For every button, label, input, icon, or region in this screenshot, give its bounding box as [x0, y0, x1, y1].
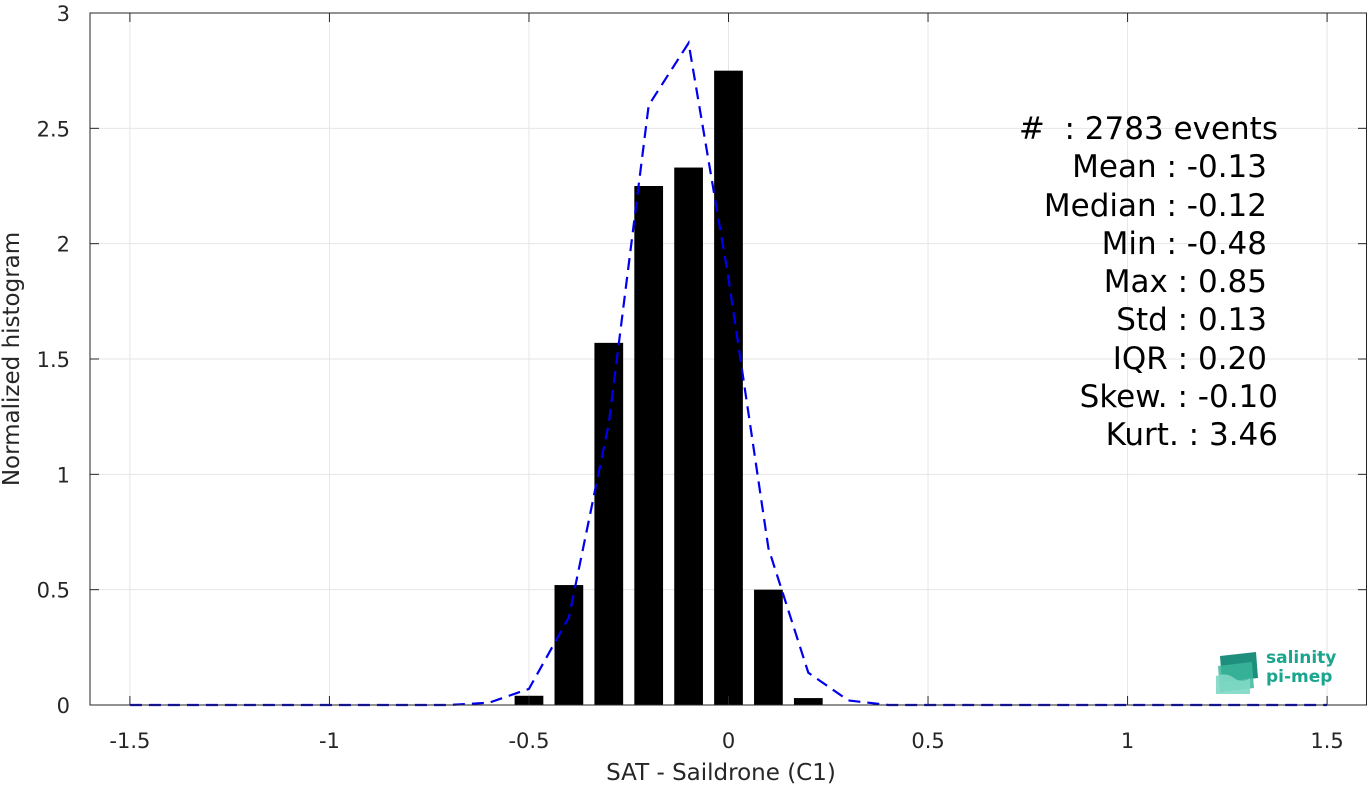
y-tick-label: 1.5	[37, 348, 70, 372]
x-tick-label: -1	[319, 729, 340, 753]
histogram-bar	[793, 698, 823, 705]
logo-line-salinity: salinity	[1266, 648, 1337, 668]
histogram-bar	[714, 70, 743, 705]
y-tick-label: 0	[57, 694, 70, 718]
y-tick-label: 1	[57, 463, 70, 487]
x-tick-label: 0.5	[911, 729, 944, 753]
x-tick-label: 1.5	[1310, 729, 1343, 753]
x-axis-label: SAT - Saildrone (C1)	[606, 760, 836, 785]
statistics-box: # : 2783 events Mean : -0.13 Median : -0…	[930, 110, 1290, 455]
y-tick-label: 2.5	[37, 117, 70, 141]
x-tick-label: 0	[722, 729, 735, 753]
histogram-bar	[554, 585, 584, 705]
logo-line-pimep: pi-mep	[1266, 667, 1333, 687]
y-tick-label: 3	[57, 2, 70, 26]
x-axis-ticks: -1.5 -1 -0.5 0 0.5 1 1.5	[109, 13, 1344, 753]
stat-max: Max : 0.85	[1103, 264, 1267, 301]
wave-logo-icon	[1216, 652, 1258, 694]
stat-count: # : 2783 events	[1018, 111, 1278, 147]
stat-mean: Mean : -0.13	[1072, 149, 1267, 186]
x-tick-label: 1	[1121, 729, 1134, 753]
y-tick-label: 0.5	[37, 579, 70, 603]
stat-min: Min : -0.48	[1101, 225, 1267, 262]
stat-median: Median : -0.12	[1043, 187, 1267, 224]
stat-std: Std : 0.13	[1116, 302, 1267, 339]
x-tick-label: -0.5	[508, 729, 549, 753]
y-axis-ticks: 0 0.5 1 1.5 2 2.5 3	[37, 2, 1367, 718]
y-tick-label: 2	[57, 233, 70, 257]
histogram-bar	[754, 589, 783, 705]
histogram-bars	[514, 70, 823, 706]
y-axis-label: Normalized histogram	[0, 232, 25, 486]
stat-skew: Skew. : -0.10	[1079, 379, 1278, 416]
histogram-bar	[634, 186, 664, 705]
histogram-bar	[674, 167, 703, 706]
histogram-bar	[594, 342, 624, 705]
stat-iqr: IQR : 0.20	[1112, 340, 1267, 377]
salinity-pi-mep-logo: salinity pi-mep	[1216, 646, 1346, 696]
x-tick-label: -1.5	[109, 729, 150, 753]
stat-kurt: Kurt. : 3.46	[1105, 417, 1278, 454]
